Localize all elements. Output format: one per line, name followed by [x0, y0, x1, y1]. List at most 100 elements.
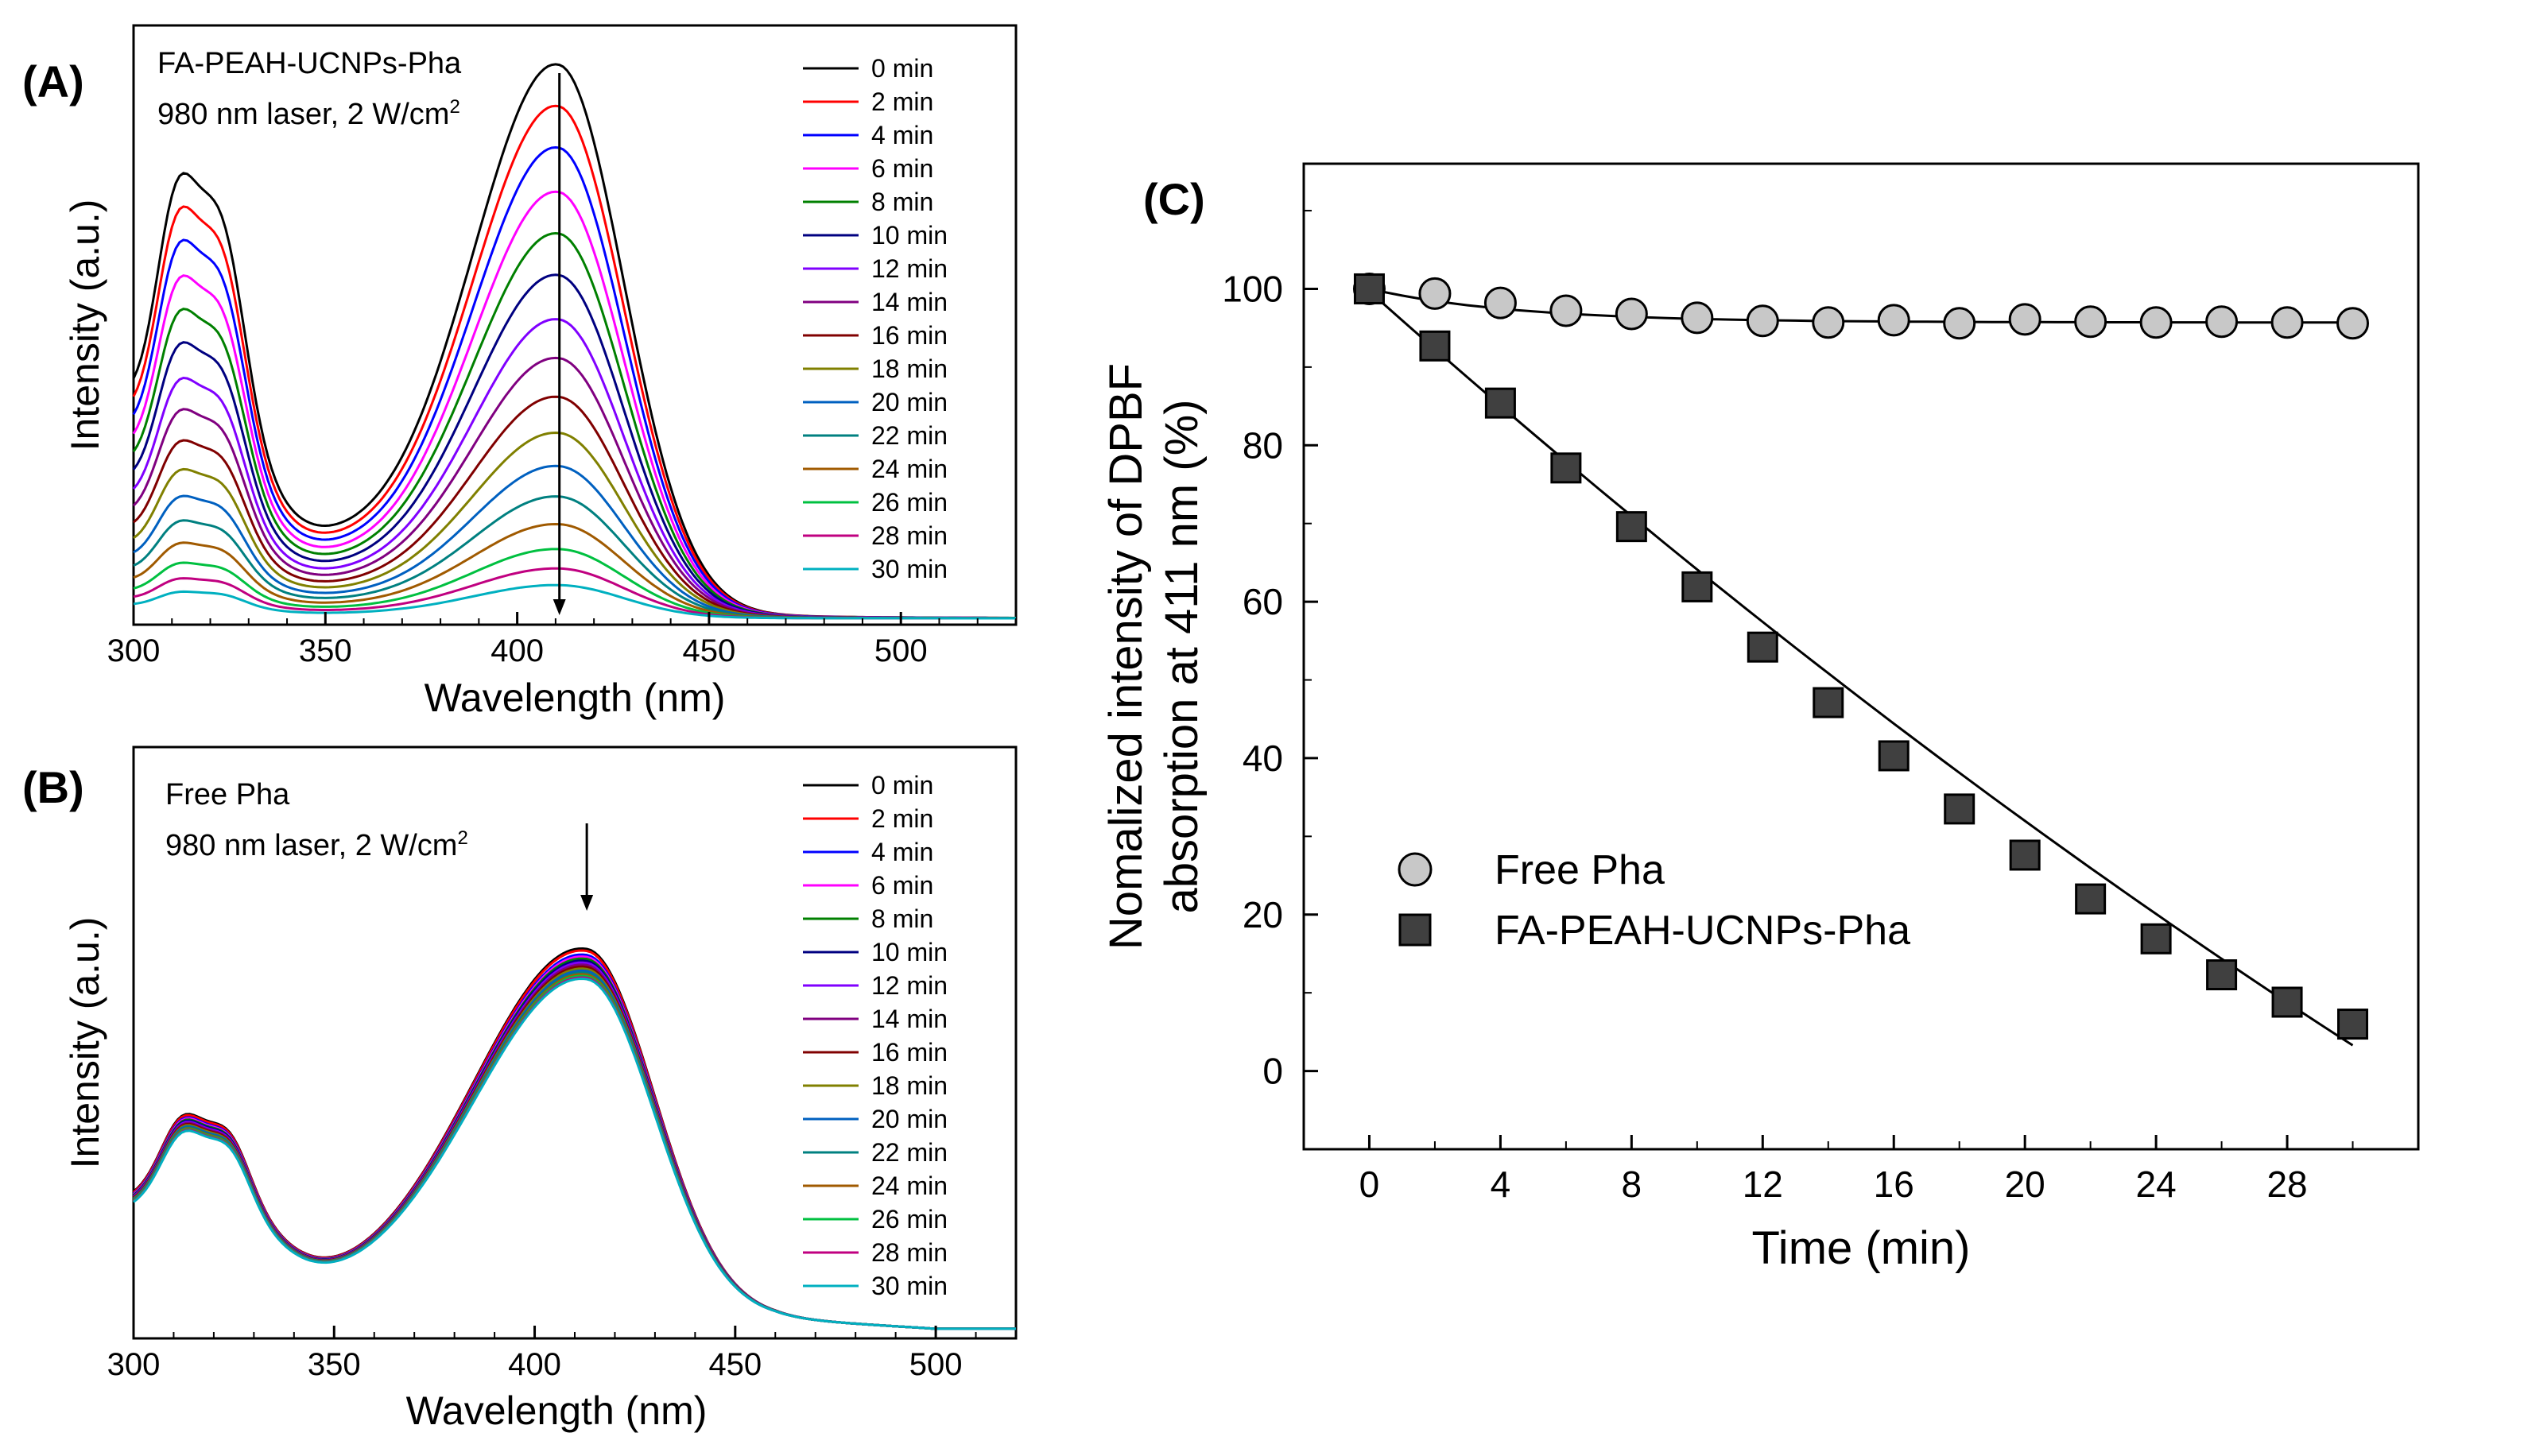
- panel-a-condition: 980 nm laser, 2 W/cm2: [157, 96, 460, 131]
- panel-b: (B) 300 350 400 450 500 Free Pha 980 nm lase…: [22, 745, 1018, 1433]
- legend-fa-peah-marker: [1398, 913, 1432, 947]
- legend-label: 24 min: [871, 455, 948, 483]
- legend-label: 20 min: [871, 1105, 948, 1133]
- legend-label: 2 min: [871, 804, 933, 833]
- fa-peah-point: [1747, 631, 1778, 663]
- legend-label: 4 min: [871, 121, 933, 149]
- x-tick-label: 16: [1874, 1164, 1914, 1205]
- legend-label: 14 min: [871, 288, 948, 316]
- panel-b-y-axis-title: Intensity (a.u.): [63, 917, 107, 1169]
- fa-peah-point: [1944, 793, 1975, 825]
- x-tick-label: 450: [708, 1347, 762, 1382]
- legend-label: 26 min: [871, 488, 948, 517]
- free-pha-point: [1418, 277, 1452, 310]
- legend-label: 28 min: [871, 1238, 948, 1267]
- free-pha-point: [1615, 297, 1648, 331]
- panel-b-x-axis-title: Wavelength (nm): [406, 1388, 708, 1433]
- fa-peah-point: [1484, 387, 1516, 419]
- fa-peah-point: [1681, 571, 1713, 602]
- legend-label: 18 min: [871, 354, 948, 383]
- x-tick-label: 400: [508, 1347, 561, 1382]
- free-pha-point: [2008, 303, 2041, 336]
- panel-c-y-axis-title-line1: Nomalized intensity of DPBF: [1100, 363, 1152, 950]
- panel-c-y-axis-title-line2: absorption at 411 nm (%): [1156, 400, 1208, 914]
- legend-label: 12 min: [871, 971, 948, 1000]
- fa-peah-point: [1550, 452, 1582, 484]
- panel-b-condition-sup: 2: [457, 827, 467, 849]
- legend-label: 22 min: [871, 421, 948, 450]
- panel-b-x-axis: 300 350 400 450 500: [107, 1326, 1017, 1382]
- legend-free-pha-label: Free Pha: [1495, 847, 1665, 893]
- legend-free-pha-marker: [1398, 852, 1433, 887]
- panel-b-title: Free Pha: [165, 778, 290, 811]
- x-tick-label: 4: [1491, 1164, 1511, 1205]
- y-tick-label: 60: [1243, 581, 1283, 622]
- free-pha-point: [2139, 306, 2173, 339]
- fa-peah-point: [2140, 923, 2172, 955]
- y-tick-label: 80: [1243, 424, 1283, 466]
- legend-label: 0 min: [871, 54, 933, 83]
- fa-peah-point: [2075, 883, 2107, 915]
- legend-label: 8 min: [871, 188, 933, 216]
- x-tick-label: 0: [1359, 1164, 1380, 1205]
- fa-peah-point: [1419, 330, 1451, 362]
- panel-a-frame: [132, 24, 1018, 626]
- x-tick-label: 300: [107, 633, 161, 668]
- panel-a: (A) 300 350 400 450 500 FA-PEAH-UCNPs-Pha 98…: [22, 24, 1018, 720]
- panel-a-decay-arrow: [553, 73, 566, 615]
- panel-a-y-axis-title: Intensity (a.u.): [63, 199, 107, 451]
- panel-c-frame: [1302, 162, 2420, 1151]
- panel-a-x-axis-title: Wavelength (nm): [425, 676, 726, 720]
- panel-a-title: FA-PEAH-UCNPs-Pha: [157, 47, 462, 80]
- panel-c-axes: 0 4 8 12 16 20 24 28 0 20 40 60 80 100: [1222, 210, 2354, 1205]
- fit-line-fa-peah: [1368, 290, 2354, 1047]
- y-tick-label: 100: [1222, 268, 1283, 309]
- fa-peah-point: [2337, 1009, 2369, 1040]
- x-tick-label: 500: [909, 1347, 963, 1382]
- y-tick-label: 40: [1243, 738, 1283, 779]
- panel-c: (C) 0 4 8 12 16 20 24 28 0 20 40 60 80 100 Free Pha F…: [1100, 162, 2420, 1274]
- panel-c-legend: Free Pha FA-PEAH-UCNPs-Pha: [1398, 847, 1910, 954]
- free-pha-point: [1549, 294, 1583, 327]
- panel-a-label: (A): [22, 56, 84, 106]
- fa-peah-point: [1353, 273, 1385, 304]
- spectrum-curve-30-min: [133, 583, 1016, 620]
- y-tick-label: 20: [1243, 894, 1283, 935]
- panel-a-legend: 0 min 2 min 4 min 6 min 8 min 10 min 12 min 14 …: [803, 54, 948, 583]
- x-tick-label: 24: [2136, 1164, 2177, 1205]
- fa-peah-point: [2206, 959, 2238, 991]
- legend-label: 4 min: [871, 838, 933, 866]
- legend-label: 30 min: [871, 555, 948, 583]
- panel-c-fit-lines: [1368, 288, 2354, 1047]
- x-tick-label: 400: [490, 633, 544, 668]
- free-pha-point: [1681, 301, 1714, 335]
- legend-label: 10 min: [871, 221, 948, 250]
- panel-b-condition-text: 980 nm laser, 2 W/cm: [165, 829, 457, 862]
- panel-b-label: (B): [22, 762, 84, 812]
- x-tick-label: 12: [1743, 1164, 1783, 1205]
- legend-label: 12 min: [871, 254, 948, 283]
- x-tick-label: 8: [1622, 1164, 1642, 1205]
- legend-label: 24 min: [871, 1171, 948, 1200]
- panel-b-curves: [133, 947, 1016, 1330]
- decay-arrow-head: [580, 895, 594, 911]
- legend-label: 22 min: [871, 1138, 948, 1167]
- fit-line-free-pha: [1369, 288, 2353, 324]
- free-pha-point: [2336, 307, 2370, 340]
- fa-peah-point: [1615, 511, 1647, 543]
- x-tick-label: 350: [299, 633, 352, 668]
- panel-b-decay-arrow: [580, 823, 594, 911]
- free-pha-point: [2270, 306, 2304, 339]
- panel-a-condition-text: 980 nm laser, 2 W/cm: [157, 98, 449, 131]
- x-tick-label: 300: [107, 1347, 161, 1382]
- free-pha-point: [1812, 306, 1845, 339]
- free-pha-point: [1877, 304, 1910, 337]
- legend-label: 30 min: [871, 1272, 948, 1300]
- legend-label: 6 min: [871, 871, 933, 900]
- free-pha-point: [2205, 305, 2239, 339]
- panel-c-markers: [1352, 272, 2370, 1040]
- legend-label: 16 min: [871, 1038, 948, 1067]
- free-pha-point: [1483, 286, 1517, 319]
- x-tick-label: 500: [874, 633, 928, 668]
